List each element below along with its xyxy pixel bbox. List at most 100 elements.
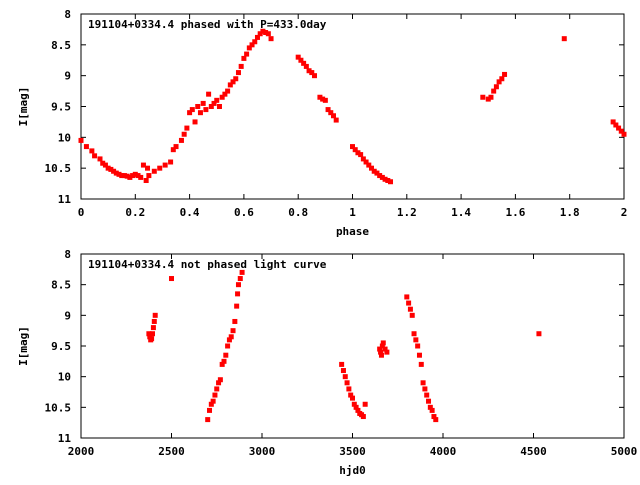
phased-x-tick-label: 1.2 (397, 206, 417, 219)
phased-y-tick-label: 9 (64, 70, 71, 83)
unphased-data-point (223, 352, 229, 358)
unphased-data-point (221, 358, 227, 364)
phased-data-point (350, 144, 355, 150)
unphased-data-point (210, 398, 216, 404)
phased-data-point (249, 42, 255, 48)
phased-data-point (306, 68, 312, 74)
phased-data-point (333, 117, 339, 123)
phased-data-point (127, 174, 133, 180)
phased-y-tick-label: 9.5 (51, 101, 71, 114)
unphased-data-point (415, 343, 421, 349)
phased-data-point (388, 179, 394, 185)
phased-data-point (485, 96, 491, 102)
phased-data-point (491, 88, 497, 94)
unphased-data-point (348, 392, 354, 398)
phased-data-point (124, 173, 130, 179)
unphased-data-point (536, 331, 542, 337)
unphased-x-tick-label: 4000 (430, 445, 457, 458)
phased-data-point (363, 159, 369, 165)
phased-data-point (132, 171, 138, 177)
unphased-y-tick-label: 10 (58, 371, 71, 384)
unphased-data-point (407, 306, 413, 312)
phased-chart-title: 191104+0334.4 phased with P=433.0day (88, 18, 327, 31)
unphased-data-point (205, 417, 211, 423)
unphased-data-point (378, 349, 384, 355)
unphased-data-point (219, 361, 225, 367)
phased-y-tick-label: 8 (64, 8, 71, 21)
phased-data-point (208, 104, 214, 109)
unphased-y-tick-label: 11 (58, 432, 72, 445)
phased-data-point (238, 63, 244, 69)
phased-data-point (382, 176, 388, 182)
phased-y-tick-label: 11 (58, 193, 72, 206)
unphased-x-tick-label: 4500 (520, 445, 547, 458)
unphased-data-point (379, 343, 385, 349)
phased-data-point (135, 173, 141, 179)
unphased-y-tick-label: 8.5 (51, 279, 71, 292)
unphased-data-point (232, 318, 238, 324)
phased-data-point (100, 160, 106, 166)
unphased-x-tick-label: 3000 (249, 445, 276, 458)
phased-data-point (102, 162, 108, 168)
phased-data-point (377, 173, 383, 179)
phased-data-point (189, 107, 195, 113)
unphased-data-point (409, 312, 415, 318)
phased-data-point (385, 178, 391, 183)
unphased-data-point (169, 276, 174, 282)
phased-data-point (89, 148, 95, 154)
unphased-data-point (350, 395, 355, 401)
phased-data-point (610, 119, 616, 125)
phased-data-point (252, 39, 258, 45)
phased-x-axis-label: phase (336, 225, 369, 238)
unphased-data-point (339, 361, 345, 367)
phased-data-point (309, 70, 315, 76)
phased-data-point (496, 79, 502, 85)
phased-y-tick-label: 8.5 (51, 39, 71, 52)
phased-data-point (184, 125, 190, 131)
phased-data-point (355, 150, 361, 156)
unphased-y-tick-label: 8 (64, 248, 71, 261)
phased-data-point (366, 162, 372, 168)
phased-data-point (263, 30, 269, 35)
phased-x-tick-label: 1.4 (451, 206, 471, 219)
phased-data-point (502, 71, 508, 77)
unphased-y-ticks: 8 8.5 9 9.5 10 10.5 11 (45, 248, 624, 445)
unphased-y-tick-label: 9 (64, 309, 71, 322)
phased-data-point (295, 54, 301, 60)
phased-data-point (214, 97, 220, 103)
phased-data-point (195, 104, 201, 109)
phased-data-point (151, 168, 157, 174)
phased-data-point (330, 113, 336, 119)
phased-x-tick-label: 0.4 (180, 206, 200, 219)
unphased-data-point (353, 404, 359, 410)
unphased-data-point (351, 401, 357, 407)
unphased-y-tick-label: 9.5 (51, 340, 71, 353)
unphased-data-point (212, 392, 218, 398)
phased-data-point (371, 168, 377, 174)
unphased-data-point (207, 407, 213, 413)
unphased-x-tick-label: 2000 (68, 445, 95, 458)
unphased-data-point (152, 312, 158, 318)
phased-data-point (260, 28, 266, 34)
phased-data-point (143, 178, 149, 183)
unphased-panel: 2000 2500 3000 3500 4000 4500 5000 8 8.5 9 9.5 10 1… (17, 248, 637, 477)
phased-plot-frame (80, 13, 625, 200)
phased-data-point (352, 147, 358, 153)
unphased-data-point (340, 368, 346, 374)
phased-data-point (328, 110, 334, 116)
phased-data-point (121, 173, 127, 179)
unphased-plot-frame (80, 253, 625, 439)
unphased-data-point (433, 417, 439, 423)
phased-data-point (374, 170, 380, 176)
phased-data-point (192, 119, 198, 125)
unphased-data-point (424, 392, 430, 398)
phased-data-point (613, 122, 619, 128)
unphased-data-point (150, 325, 156, 331)
unphased-data-point (431, 414, 437, 420)
phased-data-point (480, 94, 486, 100)
phased-data-point (138, 174, 144, 180)
phased-data-point (298, 57, 304, 63)
phased-x-tick-label: 0.6 (234, 206, 254, 219)
